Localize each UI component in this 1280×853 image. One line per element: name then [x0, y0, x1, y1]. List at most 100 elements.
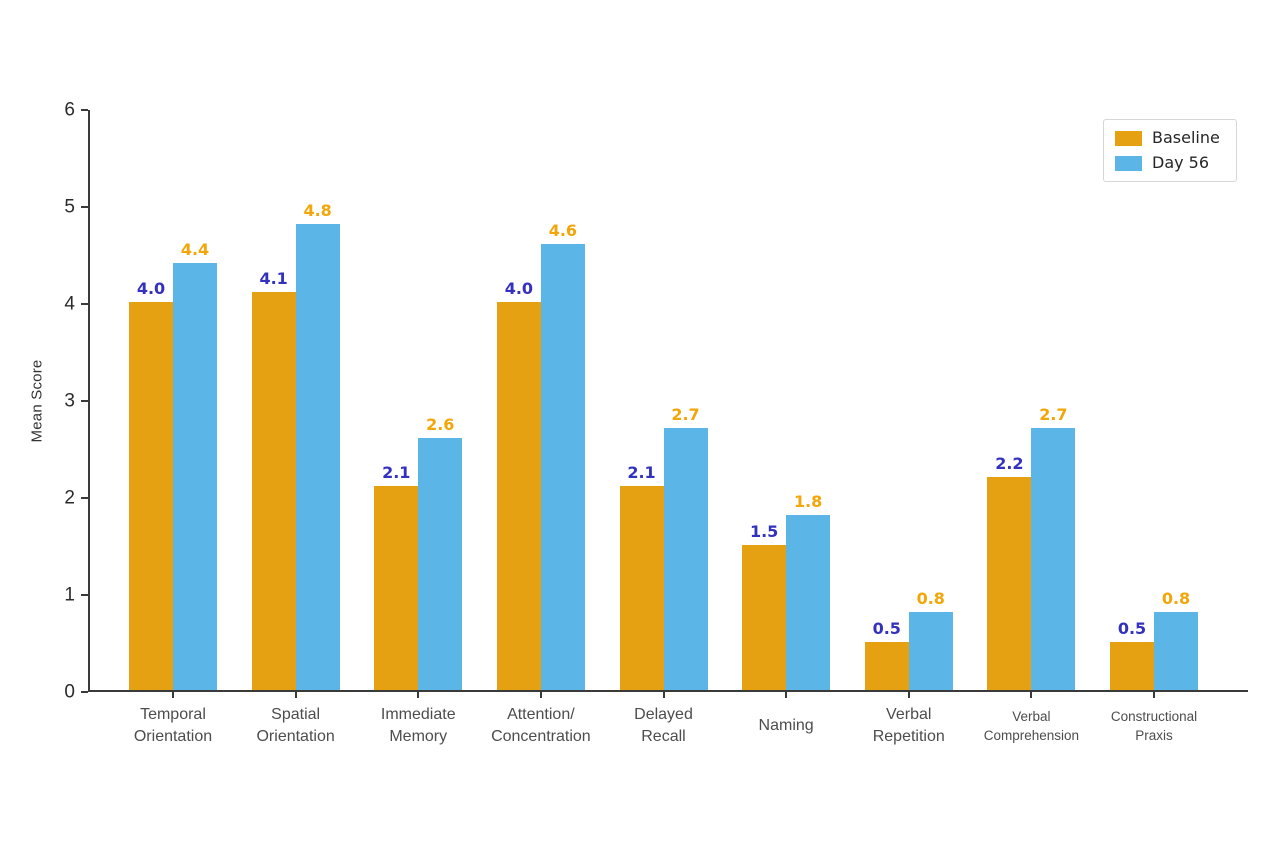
day56-bar-column: 4.4	[173, 242, 217, 690]
day56-bar-column: 2.7	[1031, 407, 1076, 690]
baseline-value-label: 4.1	[259, 269, 288, 289]
baseline-bar-column: 4.1	[251, 269, 296, 690]
y-tick-label: 2	[64, 487, 75, 509]
bar-pair: 2.2 2.7	[987, 407, 1076, 690]
baseline-bar	[496, 302, 541, 690]
bar-group: 2.1 2.6 Immediate Memory	[357, 110, 479, 745]
day56-value-label: 2.6	[426, 414, 455, 434]
bar-group: 2.2 2.7 Verbal Comprehension	[970, 110, 1092, 743]
y-tick-label: 4	[64, 293, 75, 315]
day56-bar	[1154, 612, 1198, 690]
baseline-bar	[987, 476, 1032, 690]
x-tick-mark	[294, 692, 297, 698]
x-tick-mark	[172, 692, 174, 698]
bar-pair: 0.5 0.8	[1110, 591, 1198, 690]
x-tick-mark	[417, 692, 420, 698]
day56-bar	[786, 515, 831, 690]
day56-value-label: 4.6	[548, 220, 578, 240]
x-tick-label: Delayed Recall	[634, 706, 693, 745]
bar-pair: 2.1 2.7	[619, 405, 708, 690]
baseline-value-label: 4.0	[504, 279, 534, 298]
baseline-bar	[374, 486, 419, 690]
y-tick-mark	[81, 497, 88, 499]
day56-bar	[1031, 428, 1076, 690]
y-tick-mark	[81, 206, 88, 208]
y-tick-mark	[81, 594, 88, 596]
x-tick-mark	[539, 692, 542, 698]
baseline-bar	[1110, 641, 1154, 690]
y-tick-mark	[81, 400, 88, 402]
day56-value-label: 1.8	[793, 492, 823, 512]
x-tick-label: Naming	[758, 717, 814, 734]
day56-bar-column: 4.6	[540, 220, 585, 690]
day56-bar	[540, 243, 585, 690]
legend-swatch-icon	[1115, 130, 1142, 146]
bar-pair: 0.5 0.8	[864, 589, 953, 690]
baseline-value-label: 0.5	[1117, 618, 1147, 638]
y-tick-label: 6	[64, 99, 75, 121]
legend-swatch-icon	[1115, 155, 1142, 171]
x-tick-mark	[1153, 692, 1155, 698]
day56-value-label: 4.8	[303, 201, 332, 221]
baseline-bar-column: 0.5	[1110, 618, 1154, 690]
baseline-bar-column: 2.2	[987, 453, 1032, 690]
x-tick-label: Verbal Comprehension	[983, 709, 1080, 743]
day56-bar-column: 0.8	[908, 589, 953, 690]
x-tick-mark	[662, 692, 665, 698]
legend-label: Day 56	[1152, 153, 1210, 172]
baseline-value-label: 2.1	[627, 463, 656, 483]
y-tick-mark	[81, 691, 88, 693]
bar-group: 4.0 4.6 Attention/ Concentration	[480, 110, 602, 745]
day56-bar-column: 2.6	[418, 414, 463, 690]
day56-value-label: 2.7	[671, 405, 700, 425]
baseline-value-label: 4.0	[136, 279, 166, 298]
bar-group: 4.1 4.8 Spatial Orientation	[235, 110, 357, 745]
bar-pair: 4.1 4.8	[251, 201, 340, 690]
y-tick-mark	[81, 303, 88, 305]
baseline-value-label: 0.5	[872, 618, 901, 638]
x-tick-label: Spatial Orientation	[256, 706, 335, 745]
bar-group: 0.5 0.8 Constructional Praxis	[1093, 110, 1215, 743]
day56-bar	[173, 263, 217, 690]
day56-bar	[295, 224, 340, 690]
day56-bar	[908, 612, 953, 690]
x-tick-label: Constructional Praxis	[1110, 709, 1198, 743]
y-axis-title: Mean Score	[28, 359, 46, 443]
day56-bar	[663, 428, 708, 690]
plot-area: 0 1 2 3 4 5 6 4.0 4.4 Temporal Orientation 4.1 4.8 S…	[64, 101, 1248, 745]
baseline-value-label: 2.1	[382, 463, 411, 483]
y-tick-label: 1	[64, 584, 75, 606]
x-tick-mark	[907, 692, 910, 698]
x-tick-label: Verbal Repetition	[872, 706, 945, 745]
baseline-bar	[742, 544, 787, 690]
baseline-bar-column: 4.0	[496, 279, 541, 690]
bar-group: 1.5 1.8 Naming	[725, 110, 847, 734]
legend-item-baseline: Baseline	[1115, 130, 1220, 146]
baseline-bar-column: 0.5	[864, 618, 909, 690]
baseline-bar	[251, 292, 296, 690]
day56-value-label: 4.4	[180, 240, 210, 260]
y-tick-label: 0	[64, 681, 75, 703]
y-tick-mark	[81, 109, 88, 111]
legend: Baseline Day 56	[1103, 119, 1237, 182]
day56-bar-column: 4.8	[295, 201, 340, 690]
x-tick-mark	[785, 692, 788, 698]
bar-pair: 2.1 2.6	[374, 414, 463, 690]
baseline-bar-column: 1.5	[742, 523, 787, 690]
y-tick-label: 5	[64, 196, 75, 218]
bar-group: 4.0 4.4 Temporal Orientation	[112, 110, 234, 745]
day56-bar-column: 1.8	[786, 492, 831, 690]
day56-bar-column: 2.7	[663, 405, 708, 690]
baseline-value-label: 2.2	[995, 453, 1024, 473]
x-tick-mark	[1030, 692, 1033, 698]
day56-value-label: 0.8	[916, 589, 945, 609]
y-tick-label: 3	[64, 390, 75, 412]
day56-value-label: 0.8	[1161, 589, 1191, 609]
baseline-bar-column: 4.0	[129, 281, 173, 690]
baseline-bar	[864, 641, 909, 690]
baseline-bar	[129, 302, 173, 690]
bar-pair: 4.0 4.6	[496, 220, 585, 690]
x-tick-label: Immediate Memory	[380, 706, 456, 745]
legend-item-day-56: Day 56	[1115, 155, 1220, 171]
